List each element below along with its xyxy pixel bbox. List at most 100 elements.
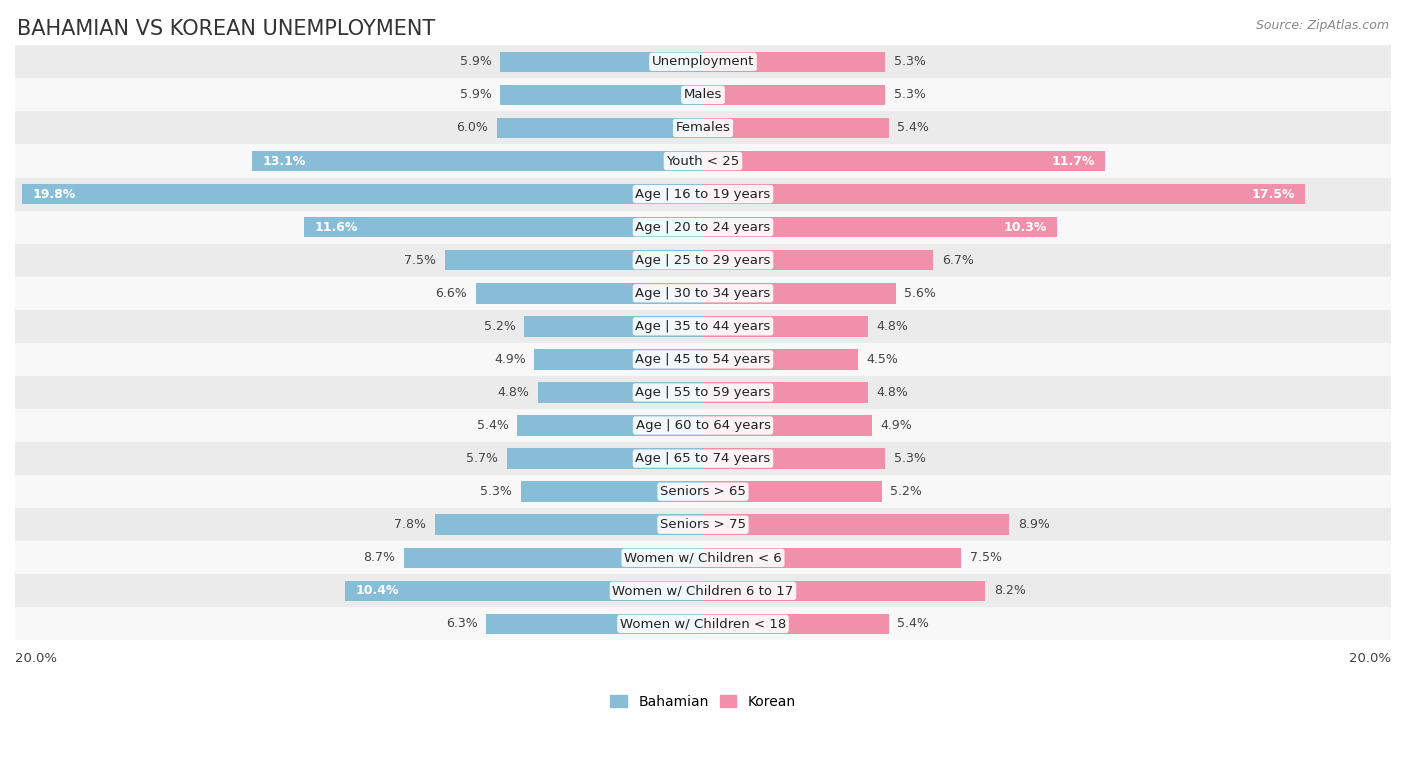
Bar xyxy=(703,547,960,568)
Text: 20.0%: 20.0% xyxy=(1348,652,1391,665)
Text: Age | 45 to 54 years: Age | 45 to 54 years xyxy=(636,353,770,366)
Bar xyxy=(404,547,703,568)
Bar xyxy=(703,316,868,337)
Bar xyxy=(15,376,1391,409)
Bar xyxy=(703,51,886,72)
Bar xyxy=(534,349,703,369)
Text: Source: ZipAtlas.com: Source: ZipAtlas.com xyxy=(1256,19,1389,32)
Text: 10.3%: 10.3% xyxy=(1004,220,1047,234)
Text: 4.8%: 4.8% xyxy=(877,386,908,399)
Text: 5.3%: 5.3% xyxy=(894,89,925,101)
Text: 5.4%: 5.4% xyxy=(897,121,929,135)
Bar xyxy=(703,448,886,469)
Text: 19.8%: 19.8% xyxy=(32,188,76,201)
Bar xyxy=(15,343,1391,376)
Bar xyxy=(538,382,703,403)
Bar xyxy=(252,151,703,171)
Text: Males: Males xyxy=(683,89,723,101)
Text: Females: Females xyxy=(675,121,731,135)
Text: 6.7%: 6.7% xyxy=(942,254,974,266)
Bar xyxy=(703,349,858,369)
Text: 7.5%: 7.5% xyxy=(405,254,436,266)
Text: Age | 35 to 44 years: Age | 35 to 44 years xyxy=(636,320,770,333)
Bar xyxy=(22,184,703,204)
Text: 6.0%: 6.0% xyxy=(456,121,488,135)
Bar xyxy=(15,475,1391,508)
Bar xyxy=(703,382,868,403)
Text: 11.7%: 11.7% xyxy=(1052,154,1095,167)
Bar xyxy=(15,310,1391,343)
Text: 5.9%: 5.9% xyxy=(460,55,492,68)
Bar xyxy=(477,283,703,304)
Text: Age | 65 to 74 years: Age | 65 to 74 years xyxy=(636,452,770,465)
Text: 5.4%: 5.4% xyxy=(897,618,929,631)
Text: Unemployment: Unemployment xyxy=(652,55,754,68)
Text: 6.6%: 6.6% xyxy=(436,287,467,300)
Bar xyxy=(486,614,703,634)
Bar xyxy=(15,111,1391,145)
Bar xyxy=(446,250,703,270)
Bar xyxy=(15,78,1391,111)
Text: 5.3%: 5.3% xyxy=(481,485,512,498)
Text: Youth < 25: Youth < 25 xyxy=(666,154,740,167)
Bar xyxy=(15,145,1391,178)
Bar xyxy=(703,117,889,139)
Text: 4.8%: 4.8% xyxy=(877,320,908,333)
Bar xyxy=(517,416,703,436)
Text: Women w/ Children < 6: Women w/ Children < 6 xyxy=(624,551,782,564)
Bar xyxy=(501,85,703,105)
Bar xyxy=(703,184,1305,204)
Bar xyxy=(703,581,986,601)
Text: 8.2%: 8.2% xyxy=(994,584,1025,597)
Text: 4.9%: 4.9% xyxy=(880,419,912,432)
Text: 4.8%: 4.8% xyxy=(498,386,529,399)
Text: Age | 60 to 64 years: Age | 60 to 64 years xyxy=(636,419,770,432)
Bar xyxy=(15,508,1391,541)
Text: 4.5%: 4.5% xyxy=(866,353,898,366)
Text: 5.6%: 5.6% xyxy=(904,287,936,300)
Text: Age | 30 to 34 years: Age | 30 to 34 years xyxy=(636,287,770,300)
Text: 5.2%: 5.2% xyxy=(484,320,516,333)
Bar xyxy=(15,409,1391,442)
Text: 8.9%: 8.9% xyxy=(1018,519,1050,531)
Bar xyxy=(15,442,1391,475)
Text: Age | 25 to 29 years: Age | 25 to 29 years xyxy=(636,254,770,266)
Bar xyxy=(703,481,882,502)
Bar xyxy=(524,316,703,337)
Text: 20.0%: 20.0% xyxy=(15,652,58,665)
Text: 8.7%: 8.7% xyxy=(363,551,395,564)
Text: 13.1%: 13.1% xyxy=(263,154,307,167)
Bar xyxy=(15,277,1391,310)
Text: BAHAMIAN VS KOREAN UNEMPLOYMENT: BAHAMIAN VS KOREAN UNEMPLOYMENT xyxy=(17,19,434,39)
Text: 5.4%: 5.4% xyxy=(477,419,509,432)
Bar xyxy=(703,515,1010,535)
Text: 17.5%: 17.5% xyxy=(1251,188,1295,201)
Bar xyxy=(346,581,703,601)
Bar xyxy=(703,416,872,436)
Bar xyxy=(434,515,703,535)
Bar xyxy=(15,575,1391,607)
Text: Age | 20 to 24 years: Age | 20 to 24 years xyxy=(636,220,770,234)
Text: 6.3%: 6.3% xyxy=(446,618,478,631)
Text: 7.8%: 7.8% xyxy=(394,519,426,531)
Text: Age | 16 to 19 years: Age | 16 to 19 years xyxy=(636,188,770,201)
Text: 5.3%: 5.3% xyxy=(894,55,925,68)
Text: Women w/ Children 6 to 17: Women w/ Children 6 to 17 xyxy=(613,584,793,597)
Bar xyxy=(15,178,1391,210)
Bar xyxy=(15,45,1391,78)
Bar xyxy=(703,250,934,270)
Bar xyxy=(15,210,1391,244)
Legend: Bahamian, Korean: Bahamian, Korean xyxy=(605,689,801,714)
Bar xyxy=(304,217,703,238)
Bar xyxy=(520,481,703,502)
Text: 5.7%: 5.7% xyxy=(467,452,498,465)
Text: 7.5%: 7.5% xyxy=(970,551,1001,564)
Bar xyxy=(15,244,1391,277)
Text: Women w/ Children < 18: Women w/ Children < 18 xyxy=(620,618,786,631)
Bar xyxy=(15,607,1391,640)
Text: Age | 55 to 59 years: Age | 55 to 59 years xyxy=(636,386,770,399)
Bar xyxy=(496,117,703,139)
Bar xyxy=(703,217,1057,238)
Text: 5.3%: 5.3% xyxy=(894,452,925,465)
Bar xyxy=(703,85,886,105)
